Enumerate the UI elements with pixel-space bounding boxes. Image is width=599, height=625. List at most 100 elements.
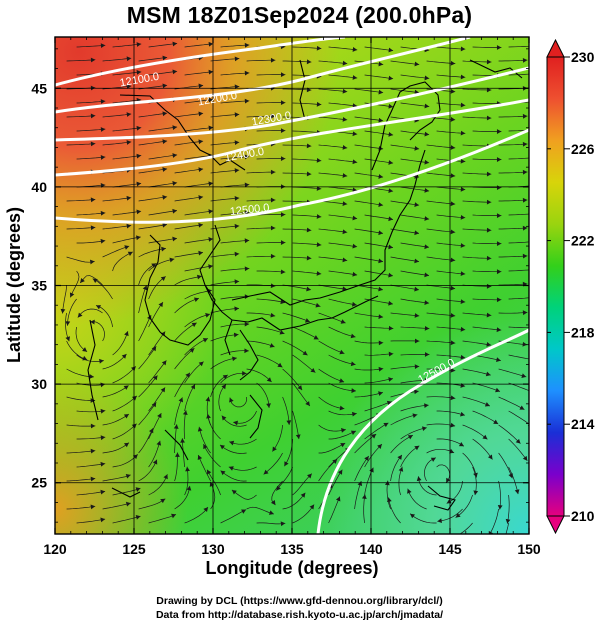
streamline-arrow: [280, 269, 286, 275]
streamline-arrow: [99, 358, 104, 364]
streamline-arrow: [302, 350, 308, 356]
streamline: [210, 58, 240, 62]
streamline-arrow: [198, 167, 204, 172]
streamline: [508, 157, 529, 160]
streamline-arrow: [416, 476, 422, 482]
streamline: [148, 301, 164, 328]
streamline-arrow: [231, 489, 237, 495]
streamline-arrow: [342, 173, 348, 178]
streamline-arrow: [496, 327, 502, 333]
streamline: [102, 413, 130, 426]
streamline: [282, 88, 312, 91]
streamline-arrow: [162, 195, 168, 200]
streamline: [364, 326, 394, 329]
streamline-arrow: [522, 253, 528, 259]
streamline-arrow: [460, 158, 466, 164]
streamline-arrow: [186, 485, 192, 491]
streamline: [210, 169, 240, 174]
streamline: [210, 357, 237, 370]
streamline: [364, 214, 394, 220]
streamline-arrow: [124, 331, 129, 337]
streamline-arrow: [185, 372, 190, 378]
streamline: [148, 276, 166, 300]
streamline: [462, 144, 492, 147]
streamline-arrow: [414, 61, 420, 67]
streamline-arrow: [197, 454, 203, 460]
streamline-arrow: [514, 489, 520, 495]
streamline: [76, 240, 106, 244]
streamline: [498, 480, 501, 510]
streamline-arrow: [270, 113, 276, 119]
streamline: [328, 214, 358, 219]
streamline: [184, 182, 214, 188]
streamline: [203, 444, 221, 468]
colorbar-tick-label: 226: [571, 141, 595, 157]
streamline-arrow: [450, 257, 456, 263]
streamline-arrow: [310, 367, 316, 373]
streamline-arrow: [388, 103, 394, 109]
streamline: [472, 410, 499, 425]
streamline-arrow: [378, 258, 383, 264]
streamline: [138, 314, 152, 342]
streamline-arrow: [522, 225, 528, 231]
streamline-arrow: [315, 302, 321, 308]
streamline-arrow: [172, 208, 178, 214]
streamline-arrow: [100, 382, 106, 388]
streamline: [219, 444, 247, 454]
streamline-arrow: [126, 84, 132, 90]
streamline: [138, 402, 157, 426]
streamline: [318, 340, 345, 354]
streamline: [400, 445, 420, 468]
streamline: [76, 491, 106, 496]
streamline: [390, 454, 403, 482]
streamline-arrow: [234, 251, 240, 257]
streamline-arrow: [450, 422, 456, 428]
streamline-arrow: [208, 41, 214, 47]
streamline-arrow: [460, 299, 466, 304]
streamline: [498, 396, 525, 411]
streamline-arrow: [244, 210, 250, 216]
streamline: [472, 130, 502, 132]
streamline: [508, 45, 529, 48]
streamline-arrow: [340, 319, 346, 324]
streamline-arrow: [244, 98, 250, 104]
streamline: [210, 280, 240, 286]
streamline-arrow: [450, 201, 456, 207]
streamline-arrow: [414, 230, 420, 236]
streamline-arrow: [424, 403, 429, 409]
streamline-arrow: [332, 459, 338, 464]
streamline: [210, 114, 240, 118]
streamline: [112, 395, 138, 412]
streamline-arrow: [90, 197, 96, 203]
streamline-arrow: [162, 83, 168, 89]
streamline-arrow: [208, 209, 214, 214]
streamline-arrow: [90, 476, 96, 482]
streamline-arrow: [197, 274, 202, 280]
streamline: [256, 522, 286, 525]
streamline: [174, 347, 195, 370]
y-tick-label: 40: [31, 179, 47, 195]
streamline-arrow: [342, 116, 348, 122]
streamline-arrow: [233, 420, 238, 426]
streamline-arrow: [388, 325, 394, 331]
streamline-arrow: [499, 545, 503, 550]
streamline: [174, 452, 178, 482]
streamline-arrow: [60, 308, 66, 314]
streamline-arrow: [151, 346, 157, 352]
streamline-arrow: [482, 434, 488, 440]
streamline: [508, 297, 529, 300]
streamline-arrow: [221, 415, 227, 421]
streamline-arrow: [277, 362, 283, 368]
streamline-arrow: [234, 140, 240, 145]
streamline-arrow: [161, 360, 167, 366]
streamline-arrow: [280, 156, 286, 162]
streamline: [390, 414, 418, 426]
streamline-arrow: [229, 397, 234, 403]
streamline: [66, 143, 96, 146]
wind-streamlines: [60, 41, 529, 550]
streamline-arrow: [242, 370, 247, 376]
streamline-arrow: [295, 434, 301, 440]
streamline-arrow: [414, 145, 420, 151]
streamline-arrow: [414, 286, 419, 292]
streamline: [508, 213, 529, 216]
